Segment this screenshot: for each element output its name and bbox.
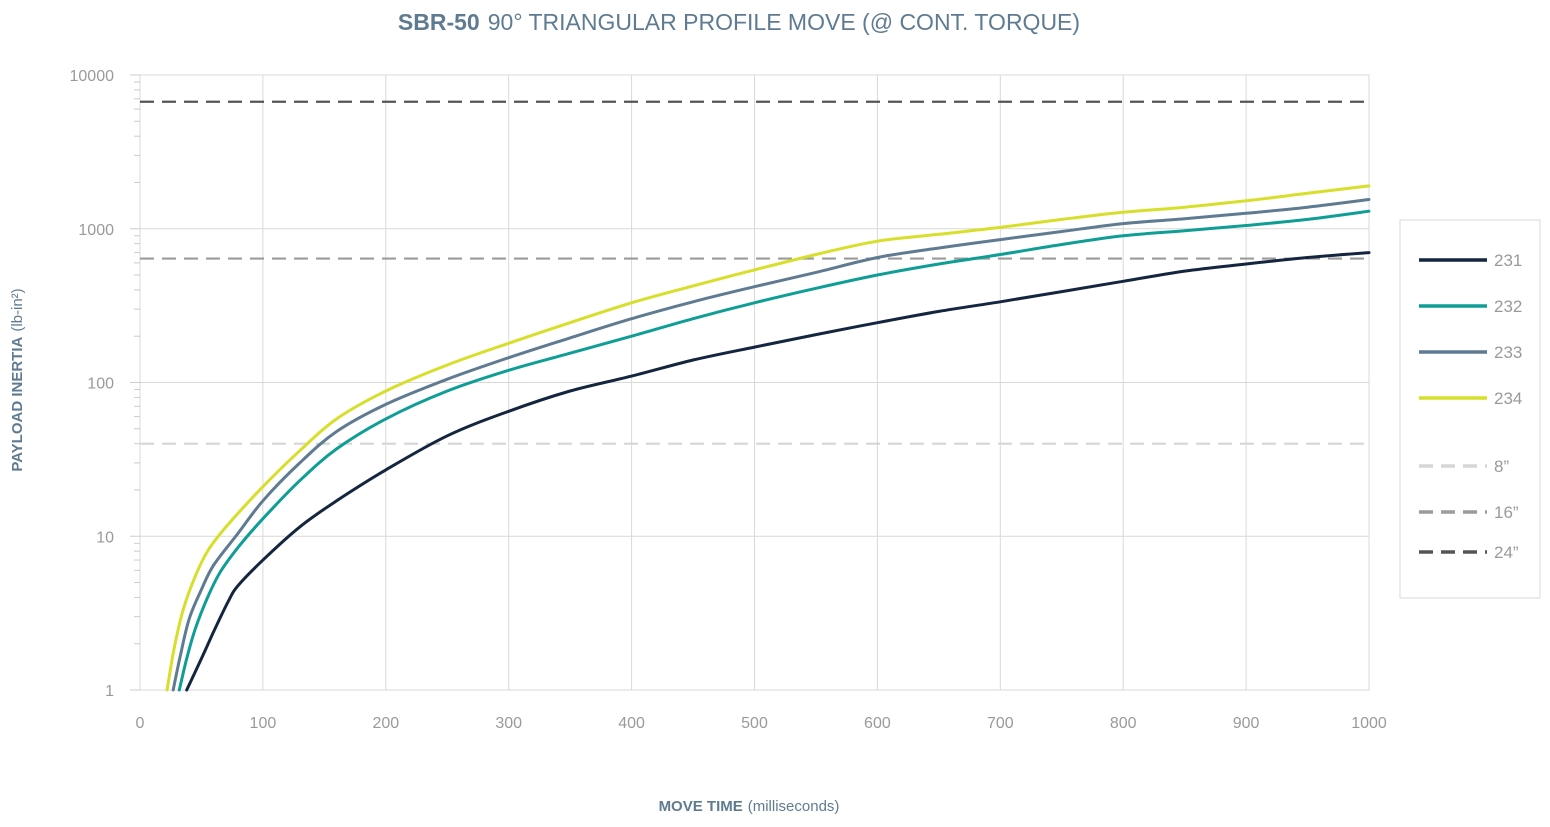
grid — [139, 74, 1370, 691]
x-tick-label: 800 — [1110, 715, 1137, 732]
x-axis-label-bold: MOVE TIME — [659, 798, 743, 815]
chart-title-bold: SBR-50 — [398, 9, 480, 35]
x-tick-label: 300 — [495, 715, 522, 732]
y-axis-label-bold: PAYLOAD INERTIA — [9, 336, 26, 471]
y-axis-label: PAYLOAD INERTIA (lb-in²) — [9, 288, 26, 471]
x-axis-label: MOVE TIME (milliseconds) — [659, 798, 840, 815]
y-tick-label: 10 — [96, 529, 114, 546]
series-line-232 — [177, 209, 1371, 692]
legend-label: 232 — [1494, 297, 1522, 316]
legend-label: 231 — [1494, 251, 1522, 270]
series-line-233 — [171, 198, 1371, 692]
x-tick-label: 500 — [741, 715, 768, 732]
x-tick-label: 100 — [250, 715, 277, 732]
minor-ticks — [130, 74, 140, 691]
legend-label: 24” — [1494, 543, 1519, 562]
y-tick-labels: 1 10 100 1000 10000 — [70, 68, 115, 700]
x-tick-labels: 0 100 200 300 400 500 600 700 800 900 1000 — [136, 715, 1387, 732]
x-tick-label: 600 — [864, 715, 891, 732]
legend-label: 16” — [1494, 503, 1519, 522]
x-tick-label: 400 — [618, 715, 645, 732]
chart-title-rest: 90° TRIANGULAR PROFILE MOVE (@ CONT. TOR… — [488, 9, 1080, 35]
legend-label: 234 — [1494, 389, 1522, 408]
legend-label: 8” — [1494, 457, 1509, 476]
x-tick-label: 0 — [136, 715, 145, 732]
series-line-234 — [165, 184, 1371, 692]
x-tick-label: 200 — [372, 715, 399, 732]
series-lines — [165, 184, 1371, 692]
series-line-231 — [185, 251, 1371, 692]
x-axis-label-rest: (milliseconds) — [748, 798, 840, 815]
x-tick-label: 1000 — [1351, 715, 1387, 732]
y-axis-label-rest: (lb-in²) — [9, 288, 26, 331]
x-tick-label: 900 — [1233, 715, 1260, 732]
y-tick-label: 1 — [105, 683, 114, 700]
y-tick-label: 1000 — [78, 222, 114, 239]
y-tick-label: 10000 — [70, 68, 115, 85]
legend-label: 233 — [1494, 343, 1522, 362]
legend: 231 232 233 234 8” 16” 24” — [1419, 251, 1522, 562]
chart-title: SBR-50 90° TRIANGULAR PROFILE MOVE (@ CON… — [398, 9, 1080, 35]
x-tick-label: 700 — [987, 715, 1014, 732]
y-tick-label: 100 — [87, 376, 114, 393]
legend-box — [1399, 219, 1541, 599]
